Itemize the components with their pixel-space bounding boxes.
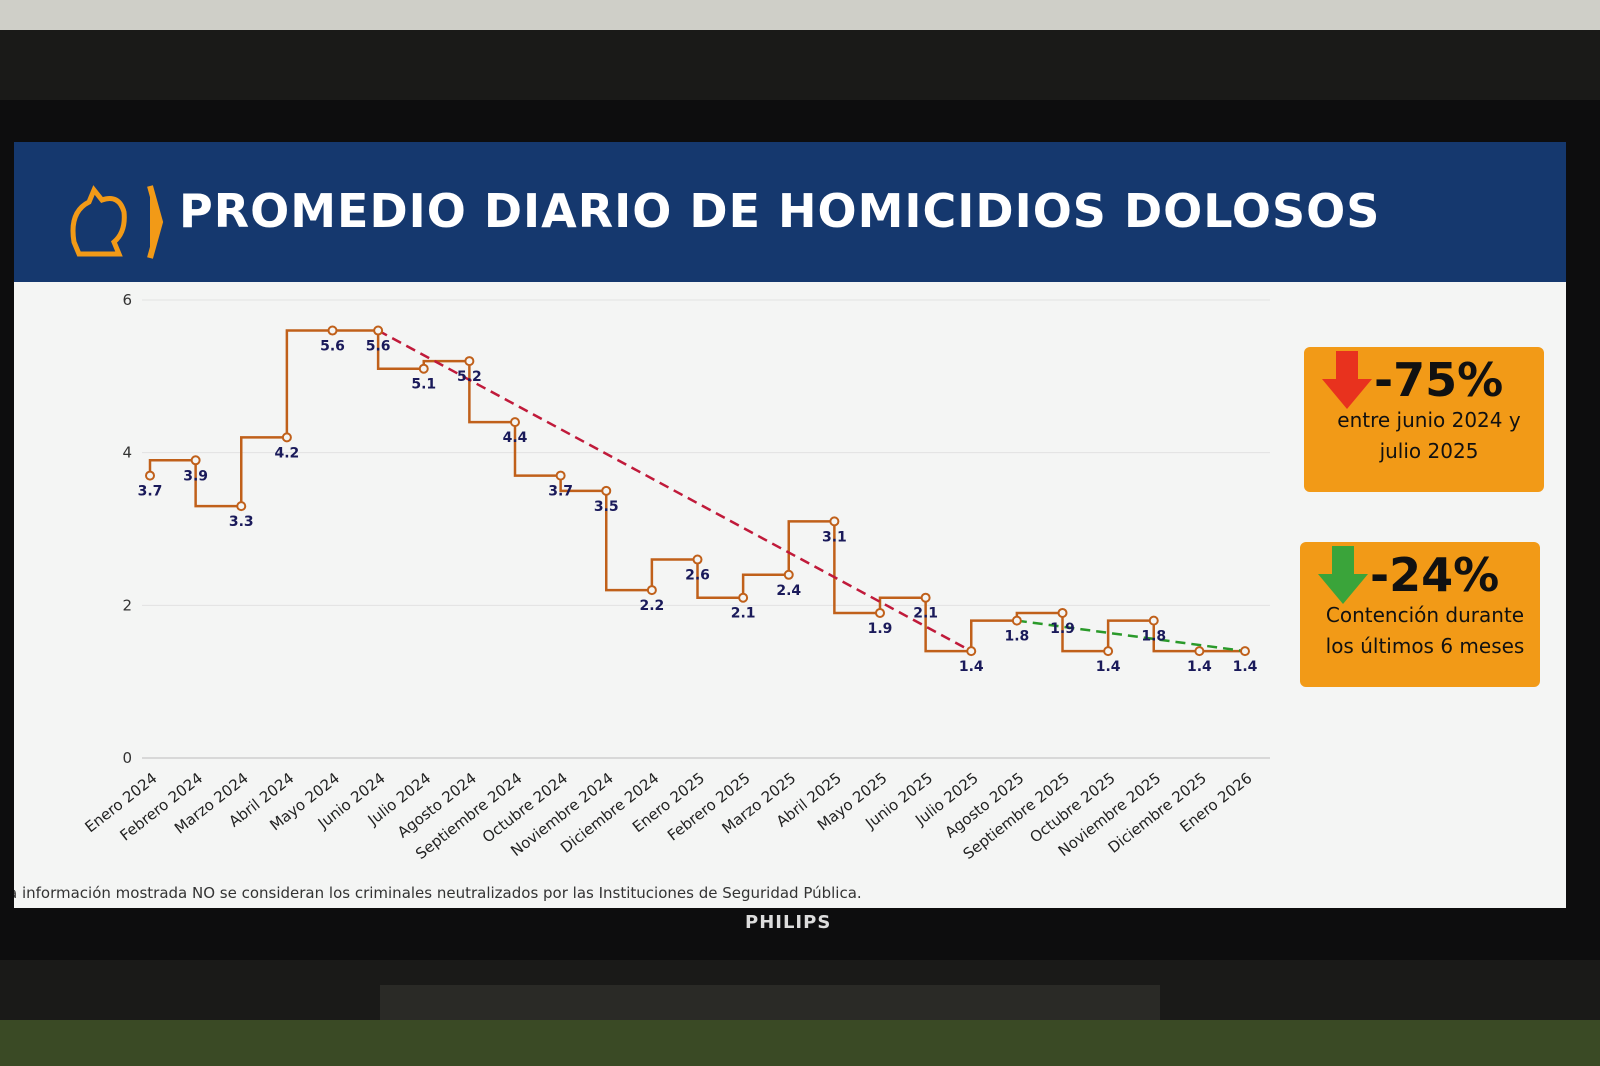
- data-point: [920, 592, 931, 603]
- data-point: [738, 592, 749, 603]
- data-label: 3.5: [594, 499, 619, 515]
- data-point: [1194, 646, 1205, 657]
- data-point: [875, 607, 885, 618]
- data-point: [1240, 646, 1250, 657]
- data-label: 1.4: [959, 659, 984, 675]
- data-point: [555, 470, 566, 481]
- data-point: [510, 417, 520, 428]
- badge-percent: -75%: [1374, 353, 1504, 407]
- data-point: [373, 325, 384, 336]
- lion-logo-icon: [70, 185, 164, 259]
- data-label: 1.9: [1050, 621, 1075, 637]
- data-point: [327, 325, 338, 336]
- data-label: 2.1: [913, 606, 938, 622]
- footnote: a información mostrada NO se consideran …: [14, 884, 862, 902]
- data-point: [1148, 615, 1159, 626]
- data-point: [783, 569, 794, 580]
- data-label: 1.9: [868, 621, 893, 637]
- data-label: 1.4: [1233, 659, 1258, 675]
- data-point: [1103, 646, 1114, 657]
- data-label: 3.3: [229, 514, 254, 530]
- slide: PROMEDIO DIARIO DE HOMICIDIOS DOLOSOS 0 2…: [14, 142, 1566, 908]
- arrow-down-red-icon: [1322, 351, 1372, 409]
- data-point: [464, 356, 475, 367]
- arrow-down-green-icon: [1318, 546, 1368, 604]
- data-label: 5.1: [411, 377, 436, 393]
- data-label: 3.9: [183, 468, 208, 484]
- data-point: [646, 585, 657, 596]
- slide-title: PROMEDIO DIARIO DE HOMICIDIOS DOLOSOS: [179, 184, 1381, 238]
- tv-brand: PHILIPS: [745, 912, 832, 933]
- badge-24: -24% Contención durante los últimos 6 mes…: [1300, 542, 1540, 687]
- y-tick-label: 6: [122, 291, 132, 309]
- data-label: 1.8: [1141, 629, 1166, 645]
- data-label: 3.1: [822, 529, 847, 545]
- data-label: 4.4: [503, 430, 528, 446]
- data-label: 3.7: [138, 484, 163, 500]
- data-point: [692, 554, 703, 565]
- table-surface: [0, 1020, 1600, 1066]
- badge-description: Contención durante los últimos 6 meses: [1310, 600, 1540, 662]
- data-label: 2.2: [639, 598, 664, 614]
- y-tick-label: 2: [122, 596, 132, 614]
- data-point: [601, 485, 612, 496]
- data-point: [418, 363, 429, 374]
- badge-line: entre junio 2024 y: [1337, 408, 1521, 432]
- badge-line: julio 2025: [1379, 439, 1479, 463]
- data-label: 2.6: [685, 568, 710, 584]
- data-point: [281, 432, 292, 443]
- data-label: 5.6: [320, 339, 345, 355]
- trendline: [377, 329, 972, 653]
- badge-description: entre junio 2024 y julio 2025: [1314, 405, 1544, 467]
- wall: [0, 0, 1600, 30]
- data-label: 1.8: [1004, 629, 1029, 645]
- data-label: 3.7: [548, 484, 573, 500]
- slide-header: PROMEDIO DIARIO DE HOMICIDIOS DOLOSOS: [14, 142, 1566, 282]
- data-label: 2.1: [731, 606, 756, 622]
- y-tick-label: 0: [122, 749, 132, 767]
- data-label: 4.2: [274, 445, 299, 461]
- data-point: [145, 470, 155, 481]
- data-point: [829, 516, 840, 527]
- data-label: 2.4: [776, 583, 801, 599]
- data-label: 1.4: [1096, 659, 1121, 675]
- data-point: [1057, 607, 1068, 618]
- trendline: [1016, 619, 1246, 653]
- badge-line: Contención durante: [1325, 603, 1525, 627]
- data-label: 5.2: [457, 369, 482, 385]
- data-label: 5.6: [366, 339, 391, 355]
- badge-percent: -24%: [1370, 548, 1500, 602]
- y-tick-label: 4: [122, 444, 132, 462]
- data-point: [236, 501, 247, 512]
- data-point: [1011, 615, 1022, 626]
- data-label: 1.4: [1187, 659, 1212, 675]
- data-point: [190, 455, 201, 466]
- series-line: [148, 329, 1245, 653]
- data-point: [966, 646, 977, 657]
- badge-line: los últimos 6 meses: [1325, 634, 1525, 658]
- badge-75: -75% entre junio 2024 y julio 2025: [1304, 347, 1544, 492]
